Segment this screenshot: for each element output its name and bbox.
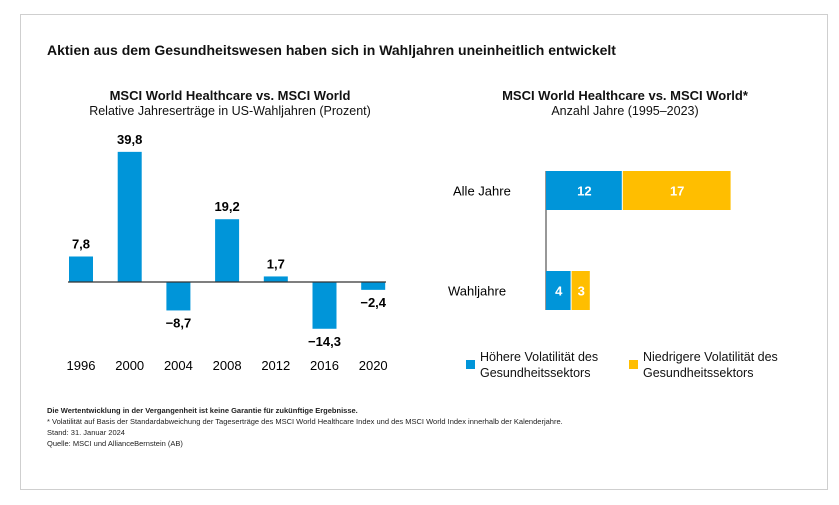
bar-Wahljahre-0 [546,271,571,310]
bar-1996 [69,256,93,282]
data-label: −14,3 [308,334,341,349]
category-label: Wahljahre [448,284,506,299]
bar-value-label: 12 [577,184,591,199]
data-label: 7,8 [72,236,90,251]
bar-Alle Jahre-1 [622,171,731,210]
data-label: 39,8 [117,132,142,147]
left-chart-subtitle: Relative Jahreserträge in US-Wahljahren … [89,104,371,118]
right-chart-subtitle: Anzahl Jahre (1995–2023) [551,104,699,118]
bar-Alle Jahre-0 [546,171,622,210]
x-tick-label: 2000 [115,358,144,373]
x-tick-label: 2012 [261,358,290,373]
left-chart-title: MSCI World Healthcare vs. MSCI World [109,88,351,103]
data-label: −8,7 [166,315,192,330]
page-title: Aktien aus dem Gesundheitswesen haben si… [47,42,616,58]
bar-value-label: 4 [555,284,563,299]
bar-value-label: 17 [670,184,684,199]
footnote-date: Stand: 31. Januar 2024 [47,428,125,437]
bar-2012 [263,276,288,282]
bar-value-label: 3 [578,284,585,299]
bar-2004 [166,282,191,311]
bar-2020 [361,282,386,290]
data-label: −2,4 [360,295,386,310]
x-tick-label: 1996 [67,358,96,373]
footnote-source: Quelle: MSCI und AllianceBernstein (AB) [47,439,183,448]
footnote-note: * Volatilität auf Basis der Standardabwe… [47,417,563,426]
data-label: 19,2 [214,199,239,214]
x-tick-label: 2016 [310,358,339,373]
bar-Wahljahre-1 [571,271,590,310]
bar-2008 [215,219,240,282]
bar-2016 [312,282,337,329]
legend-lower: Niedrigere Volatilität des Gesundheitssek… [643,350,778,380]
x-tick-label: 2004 [164,358,193,373]
x-tick-label: 2020 [359,358,388,373]
footnote-disclaimer: Die Wertentwicklung in der Vergangenheit… [47,406,358,415]
bar-2000 [117,151,142,282]
right-chart-title: MSCI World Healthcare vs. MSCI World* [502,88,748,103]
x-tick-label: 2008 [213,358,242,373]
data-label: 1,7 [267,256,285,271]
category-label: Alle Jahre [453,184,511,199]
legend-swatch-lower [629,360,638,369]
legend-higher: Höhere Volatilität des Gesundheitssektors [480,350,599,380]
legend-swatch-higher [466,360,475,369]
chart-frame [20,14,828,490]
